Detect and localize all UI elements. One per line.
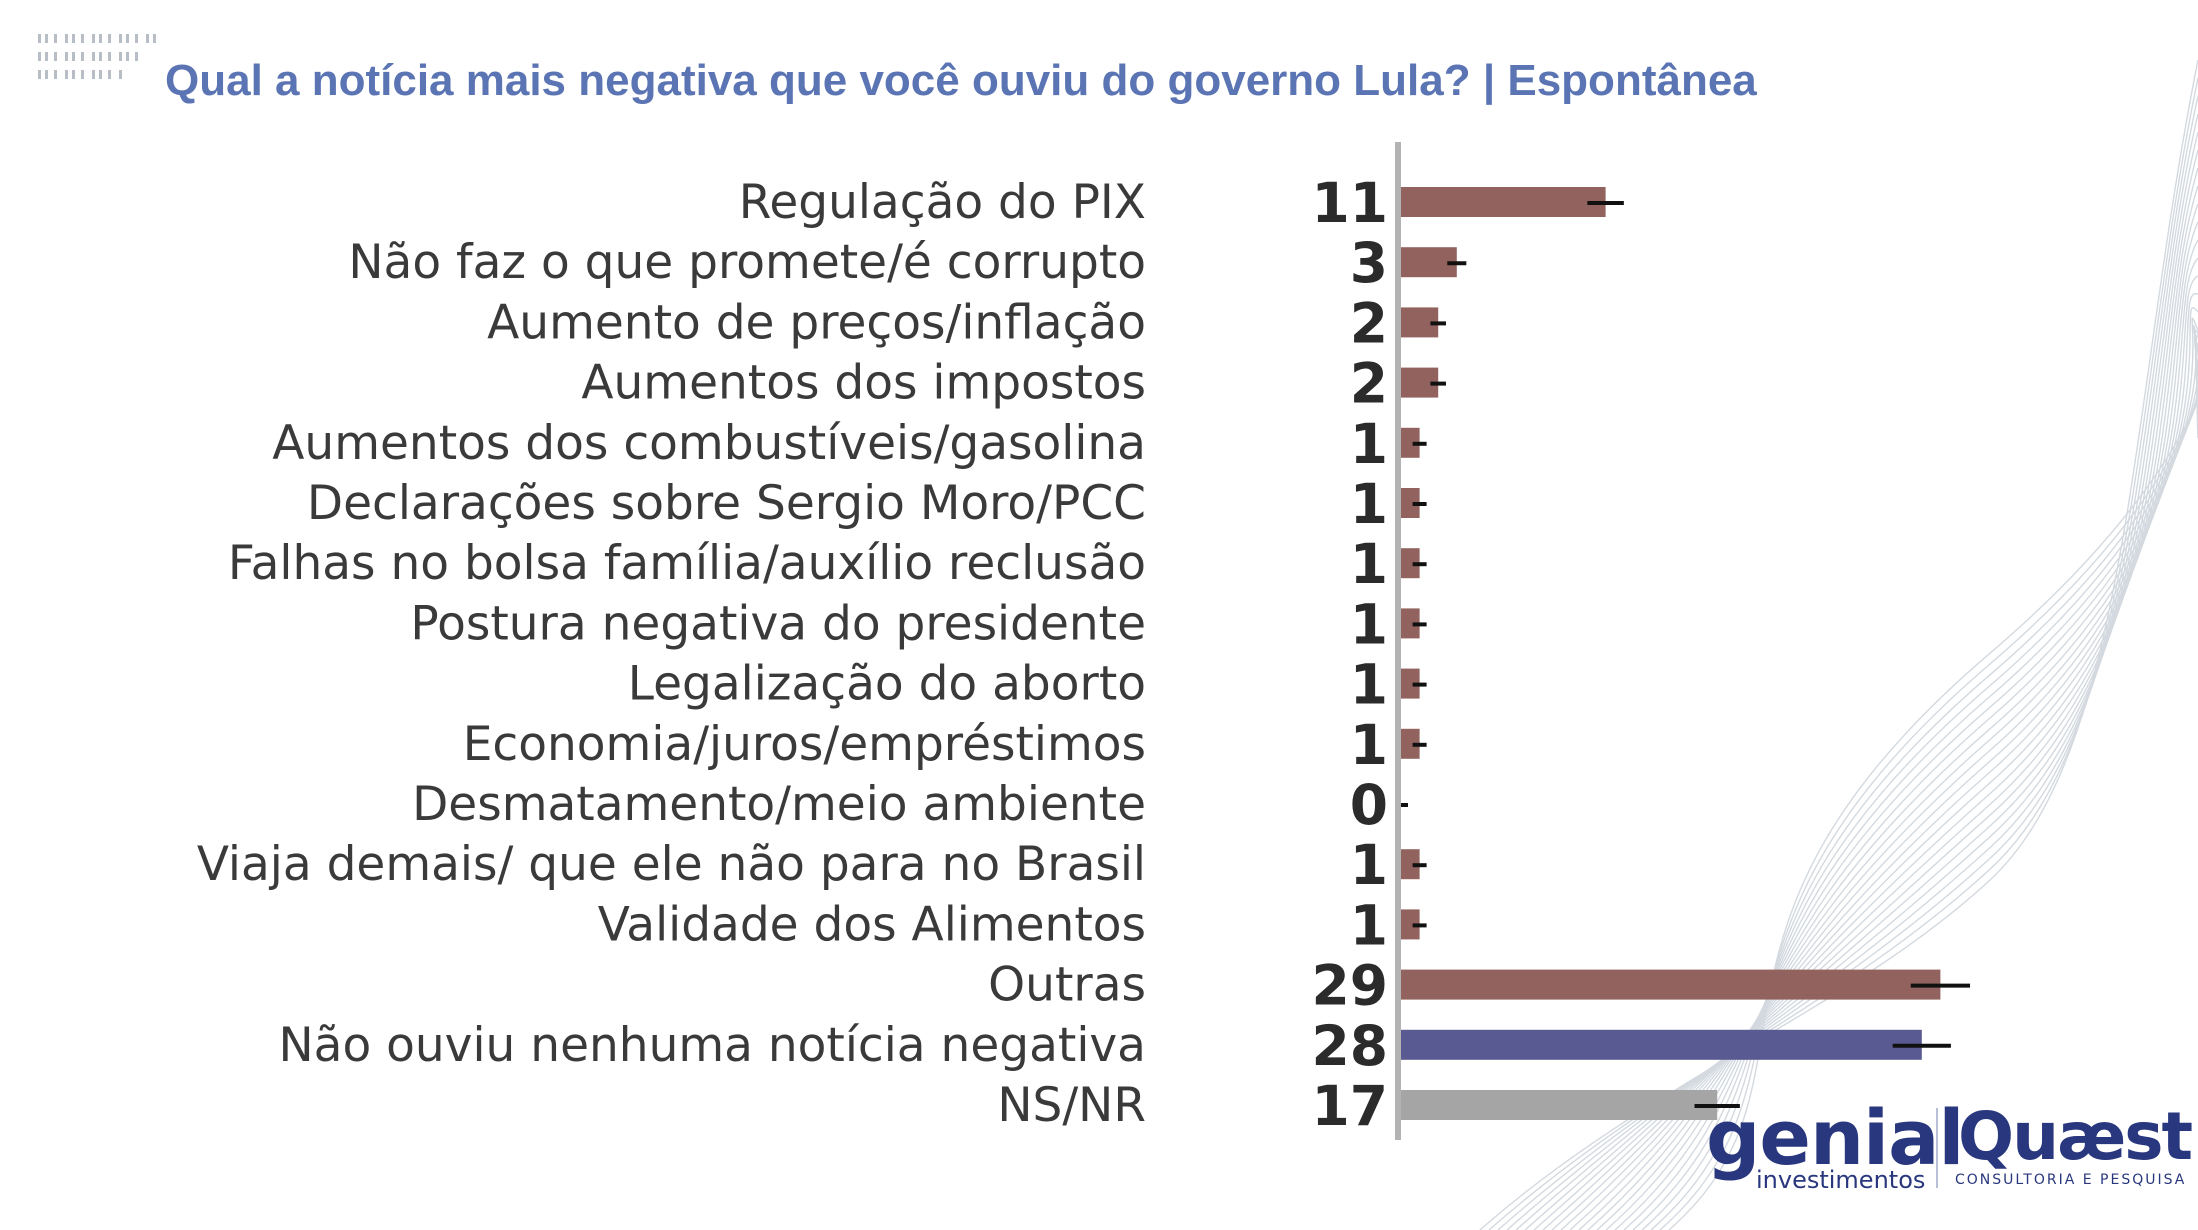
corner-dash [45, 70, 48, 79]
corner-dash [81, 70, 84, 79]
bar [1401, 488, 1420, 518]
category-label: Viaja demais/ que ele não para no Brasil [197, 837, 1146, 892]
corner-dash [38, 70, 41, 79]
quaest-logo: Quæst [1958, 1098, 2193, 1175]
corner-dash [126, 34, 129, 43]
corner-dash [65, 70, 68, 79]
category-label: Falhas no bolsa família/auxílio reclusão [228, 536, 1146, 591]
corner-dash [54, 34, 57, 43]
category-label: Regulação do PIX [739, 175, 1146, 230]
category-label: Validade dos Alimentos [598, 897, 1146, 952]
corner-dash [146, 34, 149, 43]
quaest-logo-subtitle: CONSULTORIA E PESQUISA [1955, 1172, 2187, 1188]
category-label: Declarações sobre Sergio Moro/PCC [307, 476, 1146, 531]
corner-dash [72, 34, 75, 43]
bar [1401, 427, 1420, 458]
corner-dash [99, 70, 102, 79]
bar [1401, 548, 1420, 579]
value-label: 11 [1311, 171, 1388, 235]
value-label: 1 [1350, 893, 1388, 957]
corner-dash [119, 52, 122, 61]
corner-dash [108, 34, 111, 43]
category-label: Não ouviu nenhuma notícia negativa [278, 1018, 1146, 1073]
value-label: 17 [1311, 1074, 1388, 1138]
corner-dash [119, 70, 122, 79]
corner-dash [92, 34, 95, 43]
corner-dash [81, 34, 84, 43]
wave-line [1659, 357, 2198, 1230]
corner-dash [119, 34, 122, 43]
corner-dash [135, 52, 138, 61]
value-label: 1 [1350, 532, 1388, 596]
genial-logo: genial [1706, 1093, 1964, 1182]
value-label: 1 [1350, 592, 1388, 656]
bar [1401, 1090, 1718, 1120]
corner-dash [65, 52, 68, 61]
category-label: Não faz o que promete/é corrupto [348, 235, 1146, 290]
category-label: Postura negativa do presidente [410, 596, 1146, 651]
corner-dash [135, 34, 138, 43]
category-label: Aumentos dos impostos [581, 356, 1146, 411]
corner-dash [38, 52, 41, 61]
bar [1401, 849, 1420, 880]
corner-dash [45, 34, 48, 43]
value-label: 1 [1350, 653, 1388, 717]
category-label: Economia/juros/empréstimos [463, 717, 1146, 772]
corner-dash [108, 52, 111, 61]
category-label: Aumentos dos combustíveis/gasolina [272, 416, 1146, 471]
wave-line [1614, 317, 2198, 1230]
wave-line [1605, 307, 2198, 1230]
wave-line [1632, 329, 2198, 1230]
category-label: Legalização do aborto [628, 657, 1146, 712]
value-label: 3 [1350, 231, 1388, 295]
genial-logo-subtitle: investimentos [1756, 1166, 1926, 1194]
chart-title: Qual a notícia mais negativa que você ou… [165, 56, 1757, 105]
category-label: Outras [988, 958, 1146, 1013]
value-label: 28 [1311, 1014, 1388, 1078]
corner-dash [38, 34, 41, 43]
value-label: 1 [1350, 713, 1388, 777]
value-label: 1 [1350, 412, 1388, 476]
corner-dash [92, 70, 95, 79]
corner-dash [65, 34, 68, 43]
category-label: Aumento de preços/inflação [487, 295, 1146, 350]
wave-line [1668, 377, 2198, 1230]
corner-dash [126, 52, 129, 61]
bar [1401, 909, 1420, 940]
corner-dash [92, 52, 95, 61]
value-label: 1 [1350, 833, 1388, 897]
corner-dash [99, 34, 102, 43]
value-label: 29 [1311, 954, 1388, 1018]
value-label: 0 [1350, 773, 1388, 837]
corner-dash [45, 52, 48, 61]
category-label: NS/NR [997, 1078, 1146, 1133]
value-label: 2 [1350, 352, 1388, 416]
wave-line [1641, 333, 2198, 1230]
corner-dash [54, 70, 57, 79]
corner-dash [54, 52, 57, 61]
wave-line [1650, 342, 2198, 1230]
corner-dash [99, 52, 102, 61]
corner-dash [153, 34, 156, 43]
corner-dash [108, 70, 111, 79]
bar [1401, 969, 1941, 1000]
value-label: 1 [1350, 472, 1388, 536]
bar [1401, 668, 1420, 699]
category-label: Desmatamento/meio ambiente [412, 777, 1146, 832]
corner-dash [72, 70, 75, 79]
bar [1401, 608, 1420, 639]
bar [1401, 187, 1606, 217]
corner-mark-icon [38, 34, 156, 79]
corner-dash [72, 52, 75, 61]
corner-dash [81, 52, 84, 61]
bar [1401, 1029, 1922, 1060]
value-label: 2 [1350, 291, 1388, 355]
logo-divider [1936, 1108, 1938, 1188]
bar [1401, 728, 1420, 759]
